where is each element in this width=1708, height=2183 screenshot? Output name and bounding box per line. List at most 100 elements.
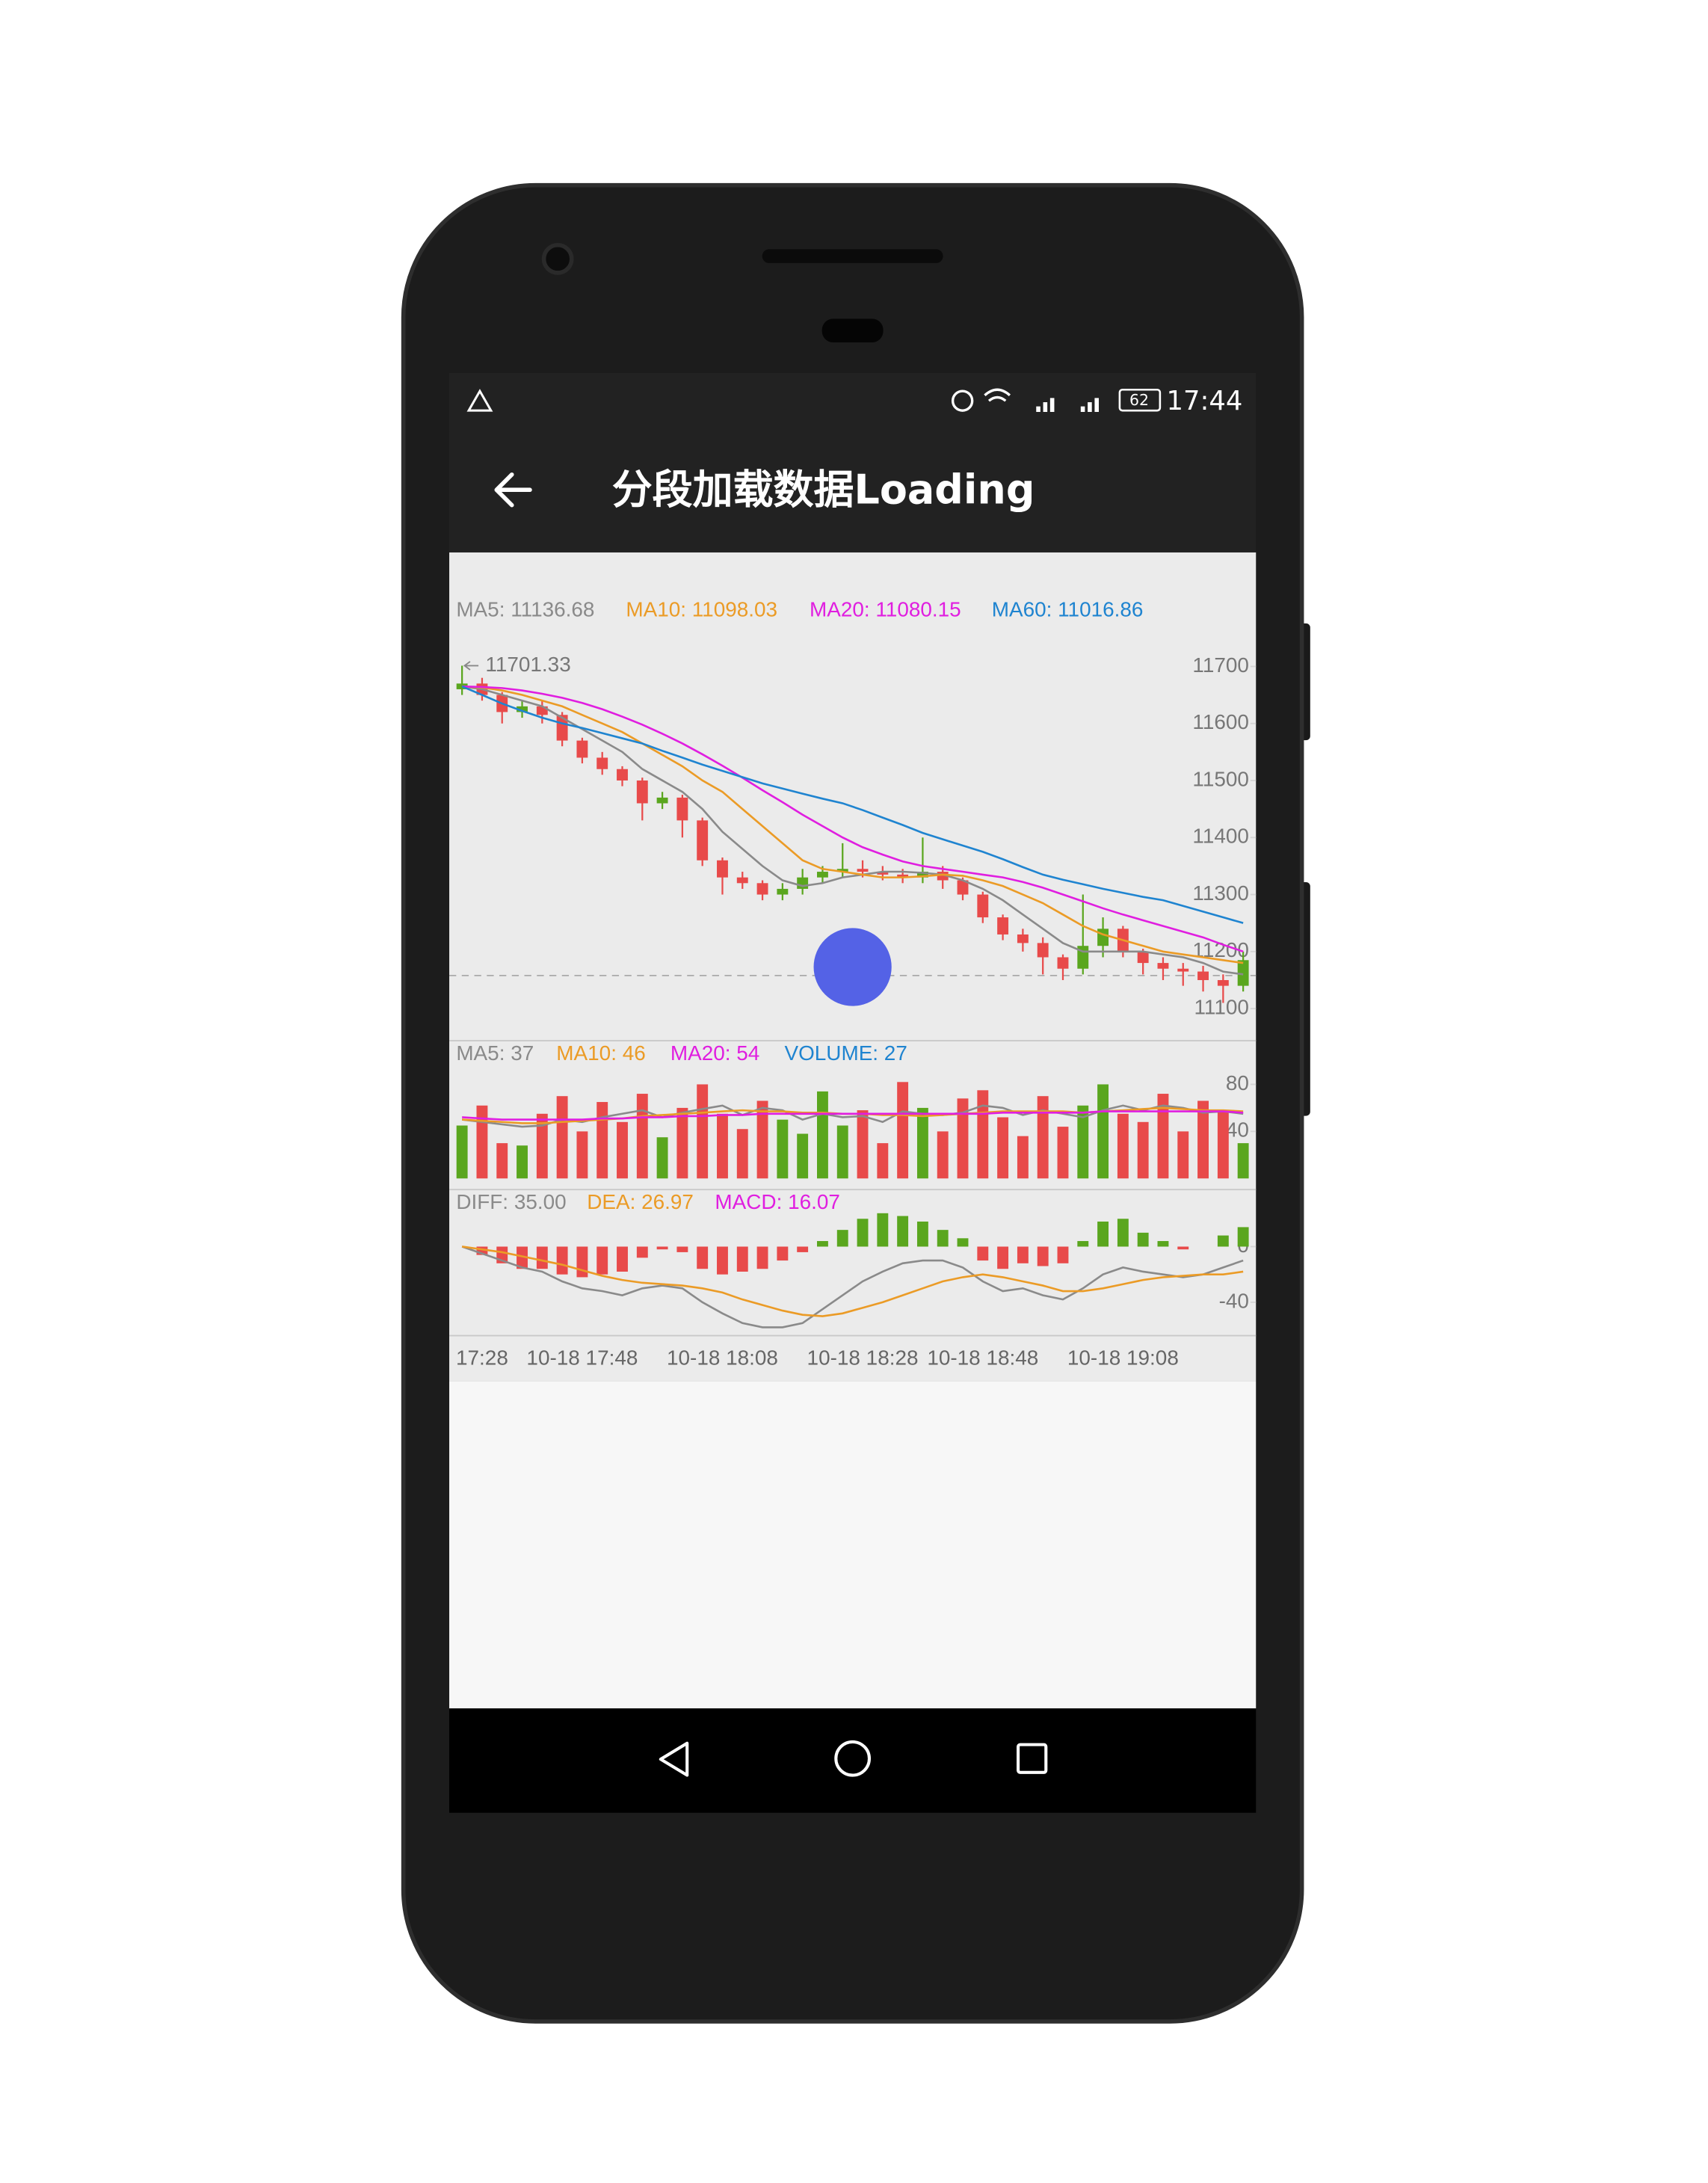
macd-bar bbox=[957, 1238, 969, 1247]
volume-bar bbox=[676, 1107, 688, 1179]
volume-bar bbox=[697, 1084, 709, 1179]
candle-body bbox=[977, 894, 989, 918]
macd-bar bbox=[1057, 1246, 1069, 1263]
loading-indicator bbox=[813, 928, 892, 1006]
legend-entry: MA20: 54 bbox=[670, 1041, 759, 1065]
candle-body bbox=[717, 860, 728, 878]
candle-body bbox=[576, 740, 588, 758]
nav-back[interactable] bbox=[659, 1741, 689, 1777]
candle-body bbox=[596, 757, 608, 769]
app-bar bbox=[449, 431, 1257, 552]
candle-body bbox=[456, 683, 468, 689]
macd-bar bbox=[977, 1246, 989, 1261]
candle-body bbox=[1057, 957, 1069, 969]
volume-bar bbox=[636, 1094, 648, 1179]
volume-bar bbox=[736, 1129, 748, 1179]
volume-bar bbox=[836, 1125, 848, 1179]
macd-bar bbox=[836, 1230, 848, 1247]
volume-bar bbox=[717, 1113, 728, 1179]
volume-bar bbox=[556, 1096, 568, 1179]
volume-bar bbox=[536, 1113, 548, 1179]
clock: 17:44 bbox=[1166, 386, 1242, 416]
macd-bar bbox=[877, 1213, 889, 1247]
indicator-line bbox=[461, 685, 1244, 976]
volume-bar bbox=[1097, 1084, 1109, 1179]
legend-entry: MA20: 11080.15 bbox=[810, 597, 961, 621]
volume-bar bbox=[476, 1105, 488, 1179]
warning-icon bbox=[466, 389, 493, 412]
x-tick-label: 10-18 19:08 bbox=[1067, 1346, 1179, 1370]
candle-body bbox=[1177, 968, 1189, 972]
nav-home[interactable] bbox=[834, 1740, 872, 1777]
candle-body bbox=[1237, 960, 1249, 986]
macd-bar bbox=[576, 1246, 588, 1278]
legend-entry: MA60: 11016.86 bbox=[992, 597, 1144, 621]
volume-bar bbox=[496, 1143, 508, 1179]
battery-level: 62 bbox=[1129, 391, 1149, 409]
candle-body bbox=[1217, 979, 1229, 986]
alarm-icon bbox=[951, 390, 974, 412]
candle-body bbox=[617, 769, 628, 780]
macd-bar bbox=[736, 1246, 748, 1272]
candle-body bbox=[857, 869, 869, 872]
content-area bbox=[449, 1381, 1257, 1709]
y-tick-label: 11500 bbox=[1192, 767, 1249, 790]
candle-body bbox=[517, 706, 528, 712]
macd-bar bbox=[676, 1246, 688, 1252]
macd-bar bbox=[817, 1241, 828, 1247]
volume-bar bbox=[596, 1102, 608, 1179]
macd-bar bbox=[1217, 1235, 1229, 1247]
candle-body bbox=[777, 888, 789, 895]
legend-entry: MA10: 46 bbox=[556, 1041, 645, 1065]
volume-bar bbox=[997, 1117, 1009, 1179]
y-tick-label: 80 bbox=[1226, 1071, 1249, 1094]
macd-bar bbox=[1077, 1241, 1089, 1247]
indicator-line bbox=[461, 1246, 1244, 1328]
volume-bar bbox=[777, 1119, 789, 1179]
battery-icon bbox=[1118, 388, 1162, 412]
candle-body bbox=[937, 872, 949, 881]
signal-icon bbox=[1036, 398, 1099, 413]
volume-bar bbox=[1117, 1113, 1129, 1179]
y-tick-label: 11400 bbox=[1192, 825, 1249, 848]
navigation-bar bbox=[449, 1708, 1257, 1813]
volume-bar bbox=[656, 1137, 668, 1179]
candle-body bbox=[656, 797, 668, 804]
speaker bbox=[762, 249, 943, 263]
macd-bar bbox=[1237, 1227, 1249, 1247]
macd-bar bbox=[857, 1219, 869, 1247]
status-bar bbox=[449, 372, 1257, 432]
volume-bar bbox=[937, 1131, 949, 1179]
sensor bbox=[821, 318, 884, 342]
macd-bar bbox=[777, 1246, 789, 1261]
volume-bar bbox=[957, 1098, 969, 1179]
candle-body bbox=[1157, 963, 1169, 969]
volume-bar bbox=[916, 1107, 928, 1179]
y-tick-label: 11700 bbox=[1192, 653, 1249, 677]
x-tick-label: 10-18 18:08 bbox=[667, 1346, 778, 1370]
app-title: 分段加载数据Loading bbox=[612, 467, 1035, 514]
volume-bar bbox=[1217, 1110, 1229, 1179]
volume-bar bbox=[977, 1090, 989, 1179]
x-tick-label: 10-18 18:28 bbox=[807, 1346, 919, 1370]
candle-body bbox=[1017, 934, 1029, 943]
y-tick-label: 11300 bbox=[1192, 881, 1249, 905]
candle-body bbox=[897, 874, 909, 878]
candle-body bbox=[877, 872, 889, 875]
candle-body bbox=[536, 706, 548, 715]
indicator-line bbox=[461, 685, 1244, 924]
legend-entry: DIFF: 35.00 bbox=[456, 1190, 566, 1213]
legend-entry: MA5: 11136.68 bbox=[456, 597, 594, 621]
macd-bar bbox=[656, 1246, 668, 1250]
nav-recents[interactable] bbox=[1017, 1743, 1048, 1774]
macd-bar bbox=[937, 1230, 949, 1247]
indicator-line bbox=[461, 1246, 1244, 1317]
volume-bar bbox=[576, 1131, 588, 1179]
volume-bar bbox=[1157, 1094, 1169, 1179]
volume-bar bbox=[877, 1143, 889, 1179]
back-button[interactable] bbox=[494, 472, 532, 508]
macd-bar bbox=[1177, 1246, 1189, 1250]
volume-bar bbox=[517, 1145, 528, 1179]
